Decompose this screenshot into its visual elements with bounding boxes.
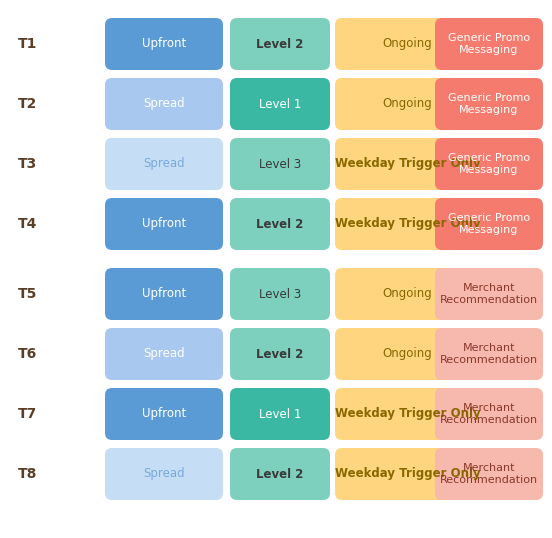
Text: Spread: Spread	[143, 158, 185, 171]
Text: Upfront: Upfront	[142, 38, 186, 51]
FancyBboxPatch shape	[105, 138, 223, 190]
Text: T7: T7	[18, 407, 38, 421]
FancyBboxPatch shape	[435, 198, 543, 250]
FancyBboxPatch shape	[335, 388, 480, 440]
Text: Weekday Trigger Only: Weekday Trigger Only	[335, 468, 480, 480]
Text: Level 1: Level 1	[259, 97, 301, 110]
Text: Merchant
Recommendation: Merchant Recommendation	[440, 343, 538, 365]
Text: Level 3: Level 3	[259, 287, 301, 301]
Text: Level 1: Level 1	[259, 407, 301, 421]
Text: T1: T1	[18, 37, 38, 51]
Text: T8: T8	[18, 467, 38, 481]
FancyBboxPatch shape	[435, 18, 543, 70]
Text: Level 3: Level 3	[259, 158, 301, 171]
FancyBboxPatch shape	[435, 388, 543, 440]
Text: Level 2: Level 2	[256, 38, 304, 51]
FancyBboxPatch shape	[105, 328, 223, 380]
FancyBboxPatch shape	[335, 18, 480, 70]
Text: Spread: Spread	[143, 348, 185, 360]
Text: Level 2: Level 2	[256, 468, 304, 480]
FancyBboxPatch shape	[230, 328, 330, 380]
Text: Generic Promo
Messaging: Generic Promo Messaging	[448, 153, 530, 175]
Text: T3: T3	[18, 157, 38, 171]
Text: Ongoing: Ongoing	[383, 287, 432, 301]
FancyBboxPatch shape	[230, 18, 330, 70]
Text: T4: T4	[18, 217, 38, 231]
Text: Level 2: Level 2	[256, 217, 304, 230]
FancyBboxPatch shape	[105, 198, 223, 250]
Text: T5: T5	[18, 287, 38, 301]
FancyBboxPatch shape	[335, 78, 480, 130]
FancyBboxPatch shape	[105, 78, 223, 130]
Text: Ongoing: Ongoing	[383, 97, 432, 110]
FancyBboxPatch shape	[435, 78, 543, 130]
Text: Merchant
Recommendation: Merchant Recommendation	[440, 463, 538, 485]
FancyBboxPatch shape	[335, 328, 480, 380]
Text: Generic Promo
Messaging: Generic Promo Messaging	[448, 33, 530, 55]
FancyBboxPatch shape	[335, 138, 480, 190]
Text: Merchant
Recommendation: Merchant Recommendation	[440, 283, 538, 305]
Text: Spread: Spread	[143, 97, 185, 110]
FancyBboxPatch shape	[435, 448, 543, 500]
Text: Upfront: Upfront	[142, 407, 186, 421]
FancyBboxPatch shape	[105, 448, 223, 500]
Text: Merchant
Recommendation: Merchant Recommendation	[440, 403, 538, 425]
Text: Weekday Trigger Only: Weekday Trigger Only	[335, 407, 480, 421]
FancyBboxPatch shape	[230, 448, 330, 500]
Text: Upfront: Upfront	[142, 217, 186, 230]
FancyBboxPatch shape	[435, 268, 543, 320]
Text: Ongoing: Ongoing	[383, 38, 432, 51]
FancyBboxPatch shape	[335, 448, 480, 500]
FancyBboxPatch shape	[105, 388, 223, 440]
Text: Generic Promo
Messaging: Generic Promo Messaging	[448, 93, 530, 115]
Text: Level 2: Level 2	[256, 348, 304, 360]
Text: Upfront: Upfront	[142, 287, 186, 301]
Text: Spread: Spread	[143, 468, 185, 480]
FancyBboxPatch shape	[230, 138, 330, 190]
FancyBboxPatch shape	[230, 388, 330, 440]
FancyBboxPatch shape	[105, 268, 223, 320]
FancyBboxPatch shape	[105, 18, 223, 70]
FancyBboxPatch shape	[230, 198, 330, 250]
FancyBboxPatch shape	[230, 268, 330, 320]
FancyBboxPatch shape	[230, 78, 330, 130]
Text: Weekday Trigger Only: Weekday Trigger Only	[335, 158, 480, 171]
FancyBboxPatch shape	[335, 198, 480, 250]
Text: Ongoing: Ongoing	[383, 348, 432, 360]
Text: Generic Promo
Messaging: Generic Promo Messaging	[448, 213, 530, 235]
FancyBboxPatch shape	[335, 268, 480, 320]
FancyBboxPatch shape	[435, 138, 543, 190]
Text: Weekday Trigger Only: Weekday Trigger Only	[335, 217, 480, 230]
FancyBboxPatch shape	[435, 328, 543, 380]
Text: T6: T6	[18, 347, 38, 361]
Text: T2: T2	[18, 97, 38, 111]
